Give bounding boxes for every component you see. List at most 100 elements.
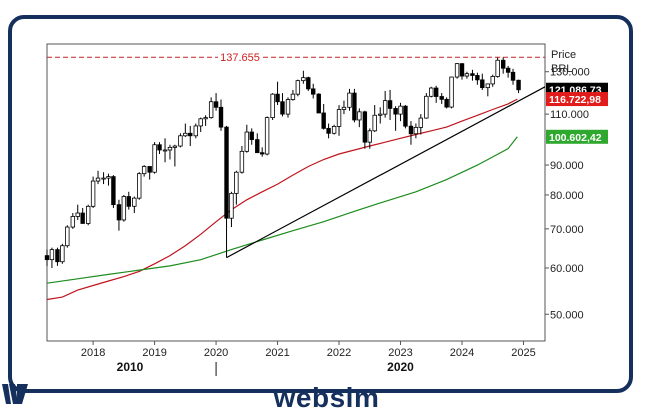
y-tick-label: 110.000 [550, 109, 589, 121]
candle-body [259, 152, 265, 155]
candle [193, 123, 198, 139]
candle-body [178, 135, 183, 147]
candle [429, 86, 434, 98]
moving-averages [46, 98, 518, 301]
x-tick-label: 2023 [388, 347, 412, 359]
candle-body [229, 192, 234, 219]
candle-body [264, 117, 270, 155]
x-tick-label: 2022 [327, 347, 351, 359]
moving-average-line-1 [46, 98, 518, 301]
candle-body [116, 204, 122, 221]
candle-body [255, 139, 260, 154]
candle-body [234, 171, 239, 194]
candle [141, 165, 147, 177]
candle [510, 68, 516, 85]
candle [101, 172, 106, 185]
candle [178, 133, 183, 148]
candle-body [306, 77, 311, 90]
candle [218, 99, 224, 131]
candle [111, 175, 116, 208]
candle-body [433, 87, 439, 97]
trendline-layer [226, 86, 546, 259]
candle-body [95, 177, 101, 182]
candle [85, 204, 91, 226]
x-tick-label: 2024 [450, 347, 474, 359]
resistance-line-layer: 137.655 [47, 50, 545, 64]
candle-body [157, 144, 162, 151]
candle [80, 207, 85, 224]
candle-body [275, 93, 280, 103]
support-trendline [226, 86, 546, 259]
candle-body [418, 117, 424, 128]
candle [137, 172, 142, 200]
candle-body [65, 226, 70, 247]
candle [331, 124, 337, 135]
candle [500, 57, 506, 74]
candle [90, 176, 96, 208]
decade-label: 2010 [117, 360, 144, 374]
candle-body [55, 249, 60, 263]
candle-body [347, 92, 352, 108]
candle [321, 103, 326, 130]
candle-body [311, 88, 316, 95]
candle [433, 85, 439, 103]
price-tag-bg [546, 129, 608, 144]
y-tick-label: 70.000 [550, 224, 584, 236]
candle-body [239, 150, 245, 173]
candle-body [403, 105, 408, 127]
candle [70, 213, 76, 229]
x-tick-label: 2020 [204, 347, 228, 359]
candle-body [470, 73, 475, 76]
axes: 130.000 110.000 90.000 80.000 70.000 60.000 50… [81, 67, 590, 376]
candle-body [270, 93, 275, 119]
price-tag-2: 116.722,98 [546, 92, 608, 107]
candle [408, 121, 414, 145]
candle [459, 63, 465, 80]
candle [255, 133, 260, 154]
websim-logo-icon [2, 384, 28, 404]
x-tick-label: 2021 [265, 347, 289, 359]
candle [387, 89, 393, 120]
candle [224, 125, 229, 258]
candle [106, 173, 111, 186]
candle [439, 93, 444, 104]
candle [326, 123, 331, 139]
candle [490, 74, 495, 87]
candle-body [424, 95, 429, 119]
candle [475, 72, 480, 85]
candle-body [132, 197, 137, 207]
candle-body [490, 76, 495, 85]
candle-body [280, 101, 285, 115]
candle [418, 114, 424, 135]
brand-name: websim [273, 382, 380, 413]
candle-body [459, 63, 465, 77]
candle [132, 196, 137, 214]
candle-body [352, 92, 357, 121]
candle-body [213, 101, 219, 108]
candle-body [60, 245, 65, 263]
candle-body [49, 249, 55, 261]
candle [60, 243, 65, 264]
candle [147, 166, 152, 180]
candle [49, 247, 55, 268]
candle-body [224, 126, 229, 219]
candle-body [367, 130, 372, 143]
candle-body [183, 132, 188, 137]
candle-body [147, 166, 152, 173]
candle-body [382, 100, 388, 115]
candle [167, 144, 173, 160]
candle [264, 116, 270, 156]
candle-body [198, 118, 203, 127]
candle-body [121, 196, 127, 221]
price-tag-label: 100.602,42 [549, 132, 602, 144]
candle [249, 128, 254, 145]
candle [413, 123, 419, 139]
candle-body [85, 205, 91, 224]
candle [162, 138, 168, 163]
candle [485, 83, 491, 97]
candle-body [137, 173, 142, 199]
candle-body [516, 79, 521, 91]
brand-footer: websim [0, 380, 653, 416]
candle [336, 105, 342, 136]
candle [316, 93, 321, 114]
